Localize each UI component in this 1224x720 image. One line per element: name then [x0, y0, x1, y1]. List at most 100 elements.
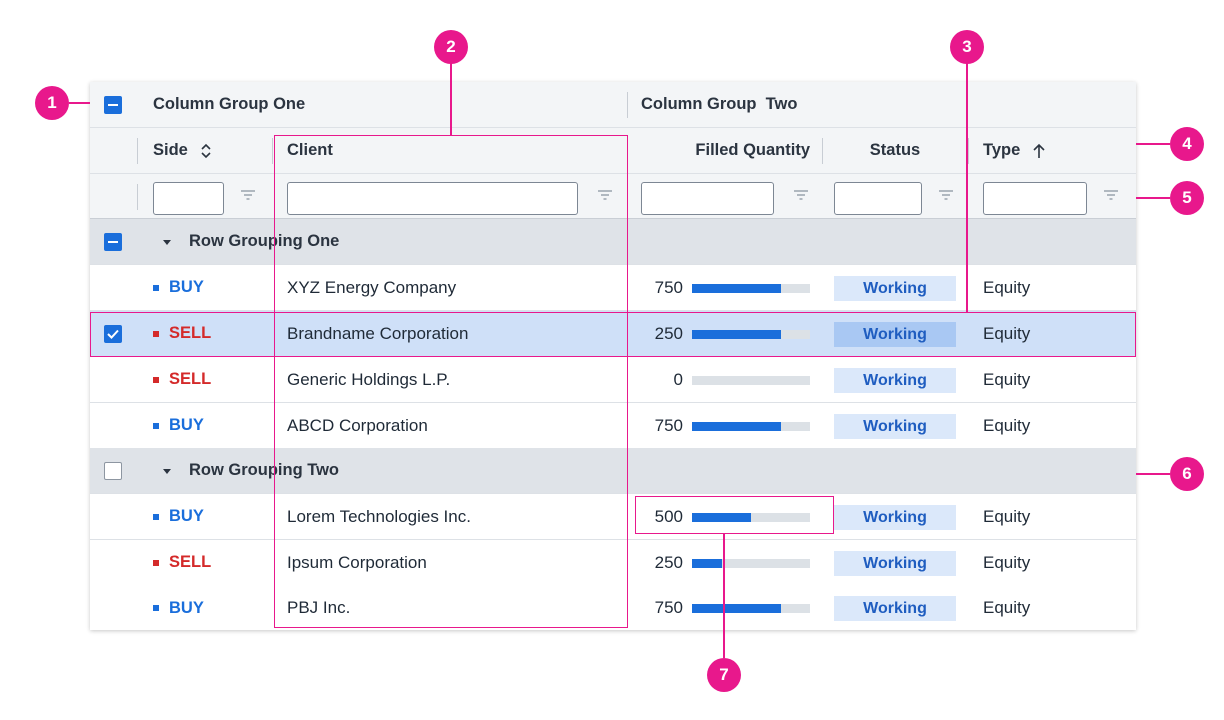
status-filter-input[interactable] — [834, 182, 922, 215]
client-cell: Ipsum Corporation — [287, 552, 427, 572]
status-badge: Working — [834, 551, 956, 576]
callout-leader — [450, 60, 452, 135]
column-header-type[interactable]: Type — [983, 128, 1046, 173]
sell-marker-icon — [153, 559, 159, 566]
side-cell: BUY — [153, 494, 204, 539]
side-cell: BUY — [153, 403, 204, 448]
side-cell: BUY — [153, 585, 204, 630]
callout-badge: 4 — [1170, 127, 1204, 161]
client-filter-input[interactable] — [287, 182, 578, 215]
table-row[interactable]: SELL Generic Holdings L.P. 0 Working Equ… — [90, 357, 1136, 403]
buy-marker-icon — [153, 513, 159, 520]
callout-badge: 2 — [434, 30, 468, 64]
type-cell: Equity — [983, 598, 1031, 617]
column-header-filled-quantity[interactable]: Filled Quantity — [695, 141, 810, 159]
side-value: SELL — [169, 324, 212, 342]
table-row[interactable]: BUY Lorem Technologies Inc. 500 Working … — [90, 494, 1136, 540]
type-cell: Equity — [983, 506, 1031, 526]
fill-progress-fill — [692, 422, 781, 431]
filter-icon[interactable] — [1103, 189, 1119, 201]
fill-progress-bar — [692, 284, 810, 293]
callout-badge: 5 — [1170, 181, 1204, 215]
filled-quantity-value: 250 — [654, 323, 683, 343]
select-all-checkbox[interactable] — [104, 96, 122, 114]
client-cell: ABCD Corporation — [287, 415, 428, 435]
side-value: SELL — [169, 553, 212, 571]
checkmark-icon — [107, 329, 119, 339]
row-checkbox[interactable] — [104, 325, 122, 343]
status-badge: Working — [834, 505, 956, 530]
column-divider — [137, 138, 138, 164]
filter-icon[interactable] — [938, 189, 954, 201]
filled-quantity-value: 0 — [673, 369, 683, 389]
type-cell: Equity — [983, 277, 1031, 297]
side-value: BUY — [169, 598, 204, 617]
group-checkbox[interactable] — [104, 233, 122, 251]
filled-quantity-value: 250 — [654, 552, 683, 572]
callout-leader — [1136, 143, 1170, 145]
fill-progress-fill — [692, 330, 781, 339]
filter-icon[interactable] — [793, 189, 809, 201]
status-badge: Working — [834, 276, 956, 301]
group-divider — [627, 92, 628, 118]
side-value: BUY — [169, 507, 204, 525]
table-row[interactable]: SELL Ipsum Corporation 250 Working Equit… — [90, 540, 1136, 586]
type-cell: Equity — [983, 323, 1031, 343]
filter-icon[interactable] — [240, 189, 256, 201]
filter-icon[interactable] — [597, 189, 613, 201]
expand-caret-icon[interactable] — [162, 239, 172, 246]
filled-quantity-value: 750 — [654, 598, 683, 617]
client-cell: Lorem Technologies Inc. — [287, 506, 471, 526]
sort-ascending-icon[interactable] — [1032, 143, 1046, 159]
side-header-label: Side — [153, 141, 188, 159]
side-value: SELL — [169, 370, 212, 388]
callout-leader — [1136, 473, 1170, 475]
indeterminate-icon — [108, 241, 118, 243]
table-row-selected[interactable]: SELL Brandname Corporation 250 Working E… — [90, 311, 1136, 357]
fill-progress-bar — [692, 330, 810, 339]
group-checkbox[interactable] — [104, 462, 122, 480]
column-header-status[interactable]: Status — [869, 141, 921, 159]
column-header-side[interactable]: Side — [153, 128, 212, 173]
fill-progress-fill — [692, 284, 781, 293]
client-column-highlight — [274, 135, 628, 628]
status-badge: Working — [834, 368, 956, 393]
callout-badge: 6 — [1170, 457, 1204, 491]
sell-marker-icon — [153, 330, 159, 337]
group-label: Row Grouping Two — [189, 461, 339, 479]
type-cell: Equity — [983, 369, 1031, 389]
column-header-client[interactable]: Client — [287, 141, 333, 159]
type-filter-input[interactable] — [983, 182, 1087, 215]
filter-row — [90, 174, 1136, 219]
client-cell: PBJ Inc. — [287, 598, 351, 617]
row-group[interactable]: Row Grouping Two — [90, 448, 1136, 494]
filled-quantity-value: 500 — [654, 506, 683, 526]
side-cell: SELL — [153, 311, 211, 356]
client-cell: Brandname Corporation — [287, 323, 469, 343]
fill-progress-bar — [692, 422, 810, 431]
status-badge: Working — [834, 322, 956, 347]
sort-both-icon[interactable] — [200, 143, 212, 159]
column-group-two-label: Column Group Two — [641, 95, 798, 113]
table-row[interactable]: BUY XYZ Energy Company 750 Working Equit… — [90, 265, 1136, 311]
column-divider — [968, 138, 969, 164]
fill-progress-fill — [692, 604, 781, 613]
callout-leader — [966, 60, 968, 312]
expand-caret-icon[interactable] — [162, 468, 172, 475]
fill-progress-fill — [692, 513, 751, 522]
column-divider — [822, 138, 823, 164]
fill-progress-bar — [692, 513, 810, 522]
table-row[interactable]: BUY ABCD Corporation 750 Working Equity — [90, 403, 1136, 449]
table-row[interactable]: BUY PBJ Inc. 750 Working Equity — [90, 585, 1136, 630]
side-filter-input[interactable] — [153, 182, 224, 215]
side-cell: SELL — [153, 540, 211, 585]
row-group[interactable]: Row Grouping One — [90, 219, 1136, 265]
column-divider — [272, 138, 273, 164]
buy-marker-icon — [153, 605, 159, 611]
callout-leader — [723, 534, 725, 658]
fill-progress-bar — [692, 559, 810, 568]
group-label: Row Grouping One — [189, 232, 340, 250]
filled-quantity-filter-input[interactable] — [641, 182, 774, 215]
sell-marker-icon — [153, 376, 159, 383]
type-cell: Equity — [983, 552, 1031, 572]
